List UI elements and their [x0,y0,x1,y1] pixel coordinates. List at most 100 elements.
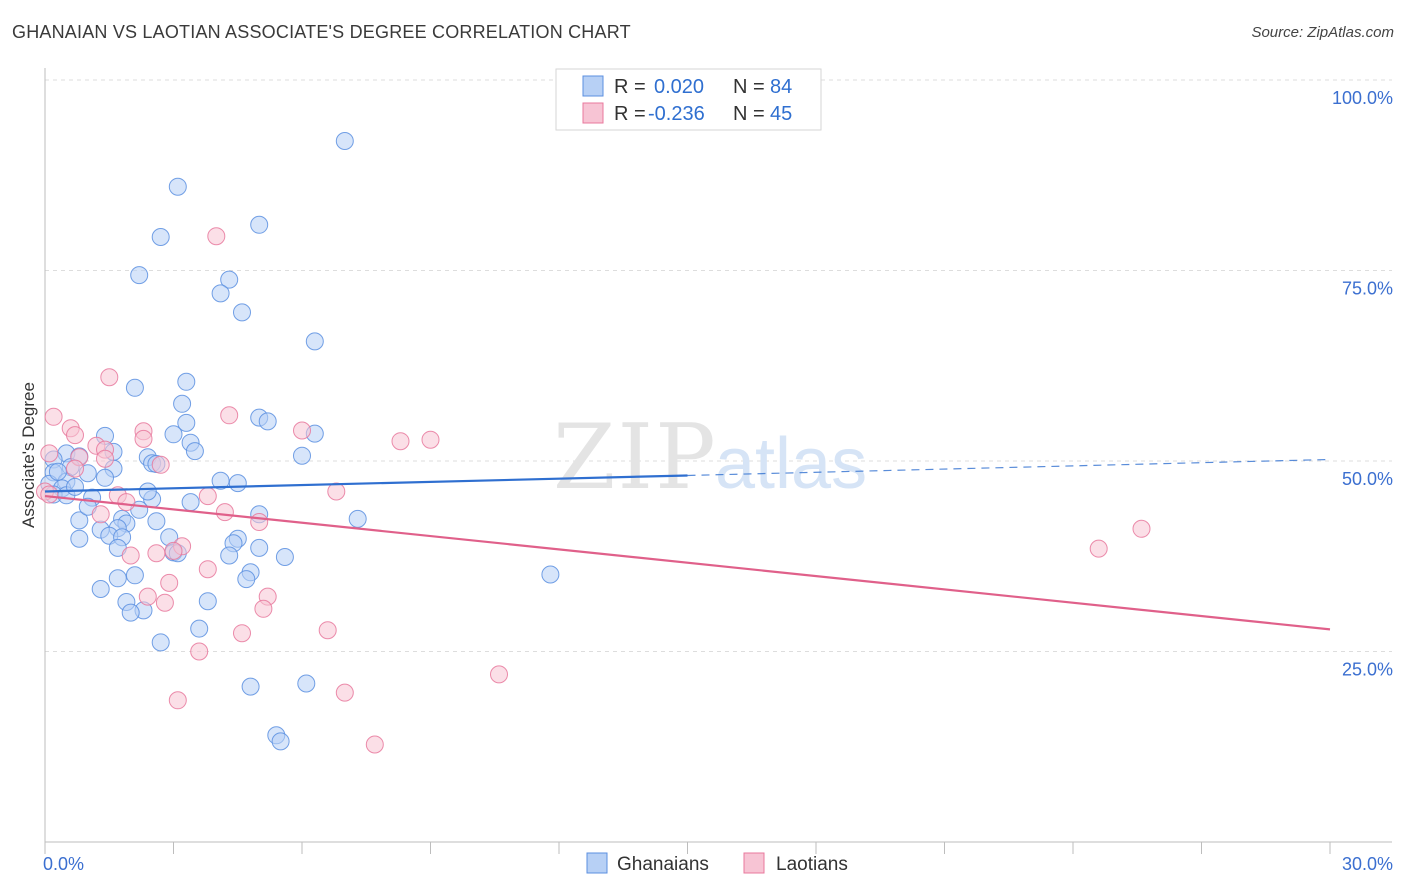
ghanaians-point [70,511,89,530]
ghanaians-point [130,266,149,285]
laotians-point [138,587,157,606]
ghanaians-point [108,569,127,588]
ghanaians-trend-extension [687,458,1331,477]
laotians-point [151,455,170,474]
laotians-point [293,421,311,440]
laotians-point [155,593,174,612]
ghanaians-point [151,633,170,652]
ghanaians-point [211,284,230,303]
source-credit: Source: ZipAtlas.com [1251,24,1394,41]
laotians-point [327,482,346,501]
laotians-point [117,493,136,512]
ghanaians-point [177,413,196,432]
ghanaians-point [185,442,204,461]
ghanaians-point [541,565,560,584]
laotians-point [40,444,59,463]
ghanaians-point [96,468,114,487]
ghanaians-point [220,270,239,289]
legend-r-label-1: R = [614,76,646,98]
ghanaians-point [228,474,247,493]
ghanaians-point [198,592,217,611]
laotians-point [96,449,114,468]
bottom-legend-ghanaians: Ghanaians [617,854,709,875]
ghanaians-point [250,215,269,234]
ghanaians-trend-line [44,474,688,493]
y-tick-label: 50.0% [1342,469,1393,489]
ghanaians-point [348,509,367,528]
legend-swatch-ghanaians [582,75,604,97]
laotians-point [91,505,110,524]
laotians-point [220,406,239,425]
y-tick-label: 25.0% [1342,660,1393,680]
legend-n-value-2: 45 [770,103,792,125]
laotians-point [233,624,251,643]
ghanaians-point [164,425,183,444]
ghanaians-point [335,132,354,150]
laotians-point [490,665,508,684]
legend-r-label-2: R = [614,103,646,125]
ghanaians-point [293,446,311,465]
laotians-point [391,432,410,451]
ghanaians-point [233,303,251,322]
ghanaians-point [125,566,144,585]
watermark-atlas: atlas [715,424,867,504]
ghanaians-point [121,603,140,622]
ghanaians-point [48,462,67,481]
ghanaians-point [138,482,157,501]
ghanaians-point [147,512,166,531]
laotians-point [198,487,217,506]
laotians-point [1132,519,1151,538]
bottom-legend-swatch-ghanaians [586,852,608,874]
y-tick-label: 75.0% [1342,279,1393,299]
laotians-point [421,430,440,449]
legend-n-label-1: N = [733,76,765,98]
laotians-point [190,642,209,661]
laotians-point [160,573,179,592]
laotians-point [40,485,59,504]
laotians-point [365,735,384,754]
bottom-legend-laotians: Laotians [776,854,848,875]
ghanaians-point [70,529,89,548]
laotians-point [254,599,273,618]
ghanaians-point [258,412,277,431]
y-axis-label: Associate's Degree [19,382,38,528]
ghanaians-points [40,132,560,751]
ghanaians-point [220,546,239,565]
x-tick-label: 30.0% [1342,854,1393,874]
ghanaians-point [177,372,196,391]
laotians-point [215,503,234,522]
legend-n-value-1: 84 [770,76,792,98]
ghanaians-point [297,674,316,693]
laotians-point [164,541,183,560]
bottom-legend-swatch-laotians [743,852,765,874]
laotians-trend-line [44,494,1331,631]
y-tick-label: 100.0% [1332,88,1393,108]
ghanaians-point [181,493,200,512]
laotians-point [168,691,187,710]
legend-r-value-2: -0.236 [648,103,705,125]
x-tick-label: 0.0% [43,854,84,874]
laotians-point [207,227,226,246]
ghanaians-point [168,177,187,196]
x-tick-labels: 0.0% 30.0% [43,854,1393,874]
laotians-point [250,513,269,531]
laotians-point [147,544,166,563]
laotians-point [100,368,119,387]
y-tick-labels: 25.0% 50.0% 75.0% 100.0% [1332,88,1393,680]
laotians-point [1089,539,1108,558]
ghanaians-point [241,677,260,696]
trend-lines [44,458,1331,631]
watermark: ZIP atlas [553,405,867,510]
ghanaians-point [173,394,192,413]
ghanaians-point [271,732,290,751]
laotians-point [66,459,84,478]
bottom-legend: Ghanaians Laotians [586,852,848,875]
legend-r-value-1: 0.020 [654,76,704,98]
ghanaians-point [66,477,84,496]
ghanaians-point [151,228,170,246]
laotians-point [318,621,337,640]
ghanaians-point [250,538,269,557]
laotians-point [335,683,354,702]
watermark-zip: ZIP [553,405,718,510]
